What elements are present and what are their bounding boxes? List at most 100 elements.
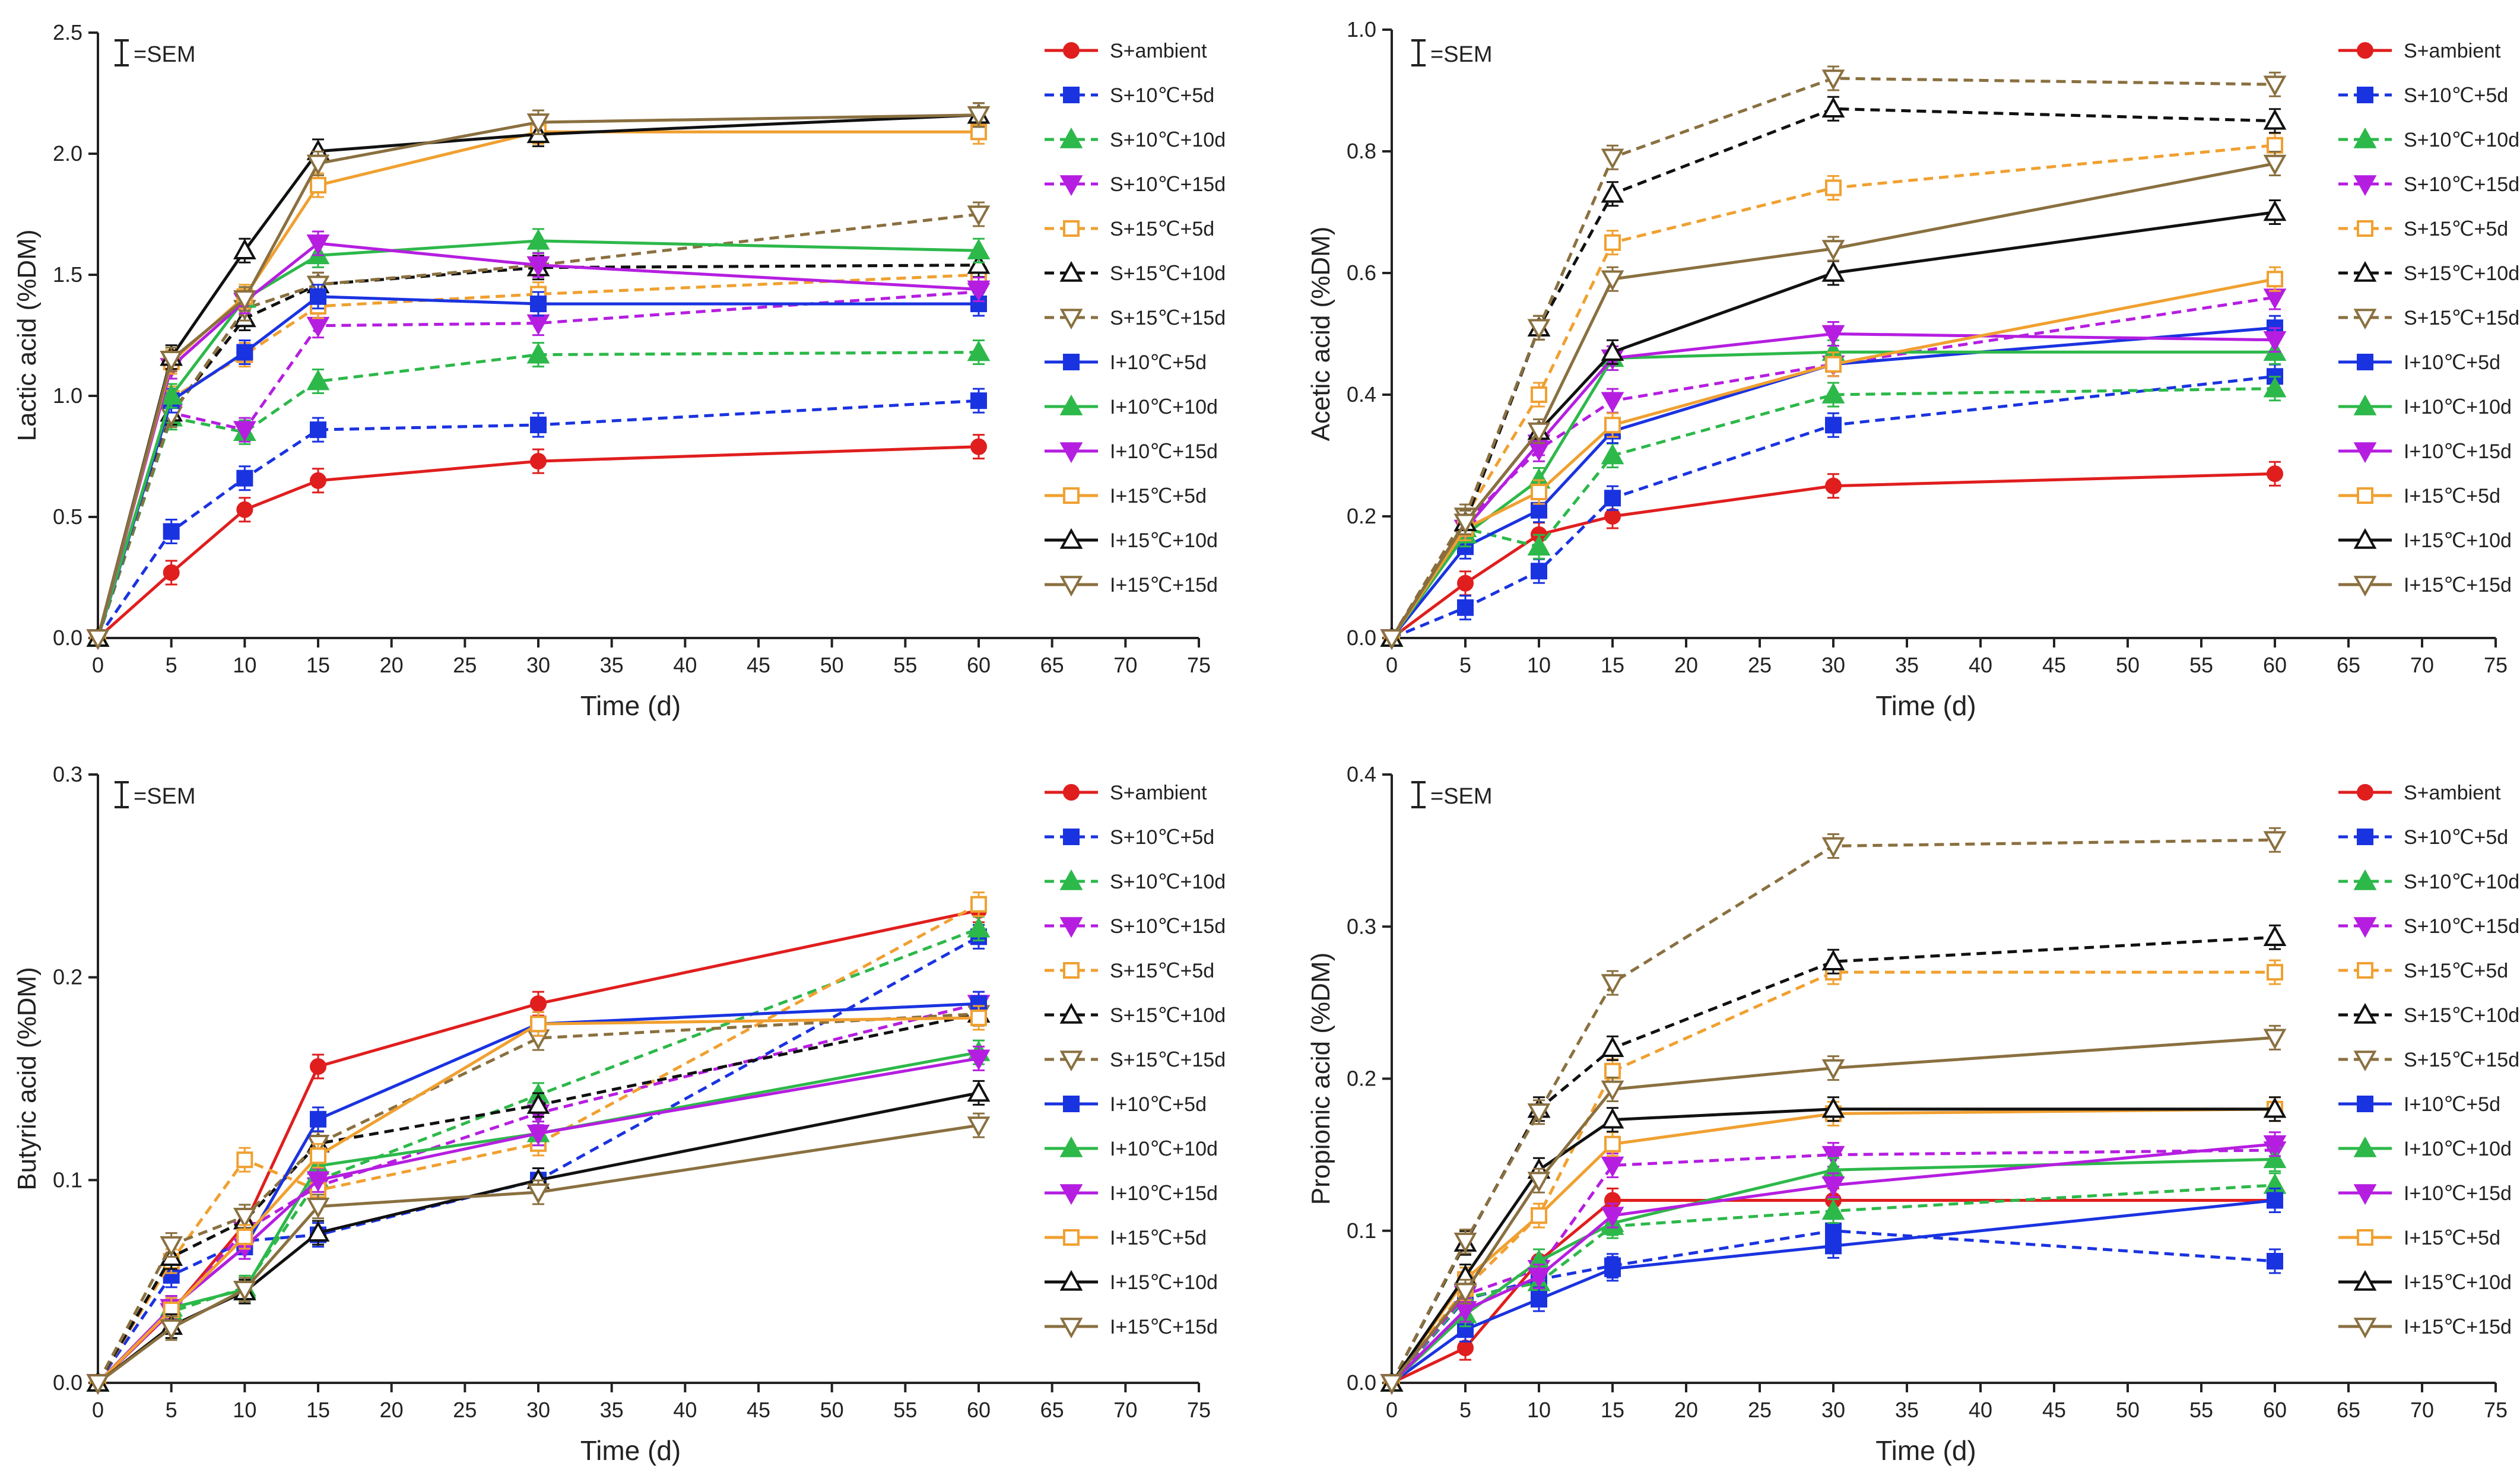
data-point [86,1374,110,1395]
y-tick-label: 0.2 [1347,504,1376,528]
data-point [2263,1147,2287,1169]
legend-label: I+10℃+5d [1110,351,1207,374]
legend-label: S+15℃+15d [1110,307,1226,329]
data-point [1453,1232,1477,1253]
series-line [1391,1036,2275,1384]
legend-label: S+ambient [1110,782,1207,804]
legend-label: I+10℃+10d [1110,1138,1218,1160]
data-point [1821,1176,1845,1197]
series-13 [1380,151,2287,650]
data-point [970,438,987,455]
data-point [1825,417,1842,434]
data-point [1825,1237,1842,1255]
data-point [163,564,180,581]
data-point [160,351,183,372]
legend-label: I+10℃+5d [2404,1093,2500,1116]
x-tick-label: 60 [967,653,991,677]
series-line [96,399,979,639]
x-tick-label: 75 [1187,653,1211,677]
x-tick-label: 20 [1674,1398,1698,1422]
x-tick-label: 50 [820,1398,844,1422]
x-tick-label: 40 [1969,1398,1992,1422]
data-point [1604,1260,1621,1277]
x-tick-label: 70 [1113,1398,1137,1422]
data-point [1604,1062,1621,1080]
x-tick-label: 5 [166,653,177,677]
x-tick-label: 35 [600,653,624,677]
legend-marker [1059,309,1083,330]
legend-marker [2357,1229,2373,1246]
data-point [306,1197,330,1218]
legend-marker [2353,1269,2377,1291]
y-tick-label: 0.5 [53,504,82,529]
data-point [526,342,550,364]
data-point [1601,182,1624,203]
y-tick-label: 0.3 [1347,914,1376,938]
data-point [236,344,253,361]
y-tick-label: 0.8 [1347,139,1376,163]
data-point [2267,1192,2283,1209]
data-point [310,421,326,439]
x-tick-label: 60 [2263,1398,2287,1422]
legend-marker [2353,1136,2377,1157]
legend-marker [1059,127,1083,148]
series-line [1391,1142,2275,1384]
data-point [310,472,326,489]
x-tick-label: 65 [1040,1398,1064,1422]
y-tick-label: 0.0 [53,626,82,650]
x-tick-label: 55 [893,653,917,677]
data-point [1527,319,1551,340]
series-line [1390,77,2275,639]
data-point [1527,1267,1551,1288]
chart-panel-1: 0.0 0.5 1.0 1.5 2.0 2.5 0 5 10 15 20 25 30 35 40 45 50 55… [12,20,1226,721]
legend-label: I+10℃+10d [2404,396,2512,418]
x-tick-label: 30 [526,653,550,677]
x-tick-label: 35 [1895,1398,1919,1422]
legend-label: I+10℃+15d [2404,440,2512,463]
legend-marker [1063,354,1080,370]
series-13 [86,102,991,650]
x-tick-label: 40 [673,653,697,677]
x-tick-label: 60 [967,1398,991,1422]
data-point [1380,629,1404,650]
legend-label: S+10℃+5d [1110,826,1214,849]
x-tick-label: 55 [893,1398,917,1422]
legend-marker [2353,175,2377,196]
legend-marker [2353,869,2377,890]
series-line [1391,1157,2275,1384]
x-tick-label: 25 [453,1398,477,1422]
x-tick-label: 75 [2484,1398,2508,1422]
x-tick-label: 10 [233,653,256,677]
data-point [1821,837,1845,858]
data-point [2263,331,2287,352]
data-point [160,1236,183,1257]
data-point [1601,1036,1624,1058]
x-tick-label: 0 [1386,653,1398,677]
data-point [2263,831,2287,852]
legend-marker [2353,1318,2377,1339]
legend-marker [2353,917,2377,938]
data-point [967,1116,991,1138]
legend-label: S+15℃+5d [2404,218,2508,240]
data-point [1821,1145,1845,1167]
sem-label: =SEM [1430,784,1493,809]
data-point [1531,1291,1547,1308]
legend: S+ambient S+10℃+5d S+10℃+10d S+10℃+15d S+15℃… [1045,40,1226,597]
data-point [1453,1283,1477,1304]
data-point [1601,443,1624,465]
legend-label: S+15℃+5d [1110,218,1214,240]
y-tick-label: 0.4 [1347,762,1376,786]
legend-marker [1059,1184,1083,1205]
data-point [1601,1107,1624,1129]
series-8 [1383,1188,2283,1391]
legend-label: I+15℃+5d [2404,485,2500,507]
x-tick-label: 5 [1459,1398,1471,1422]
legend: S+ambient S+10℃+5d S+10℃+10d S+10℃+15d S+15℃… [2338,782,2519,1339]
data-point [2267,271,2283,288]
data-point [160,1319,183,1340]
data-point [2263,154,2287,176]
data-point [236,501,253,518]
x-tick-label: 25 [453,653,477,677]
y-tick-label: 1.0 [53,383,82,408]
legend-marker [2357,354,2373,370]
